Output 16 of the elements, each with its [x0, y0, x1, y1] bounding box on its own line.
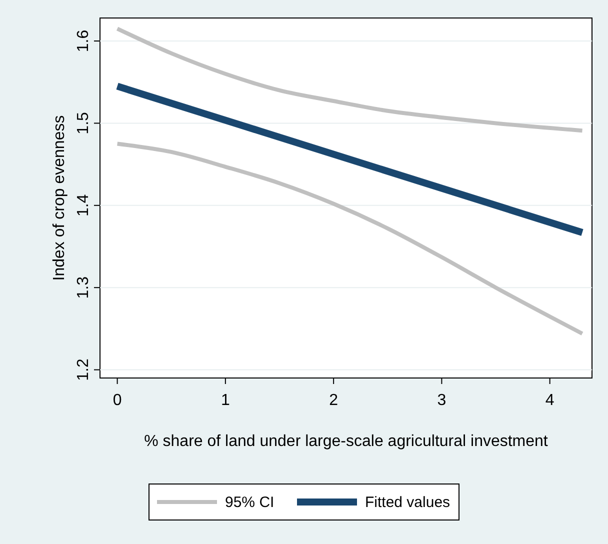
x-tick-label: 1: [220, 392, 230, 409]
line-series: [115, 142, 584, 336]
line-series: [115, 26, 584, 133]
y-axis-title: Index of crop evenness: [51, 115, 68, 281]
y-tick-label: 1.5: [75, 112, 92, 134]
x-tick-label: 2: [329, 392, 338, 409]
legend-label: 95% CI: [225, 494, 274, 511]
x-tick-label: 3: [437, 392, 446, 409]
y-tick-label: 1.6: [75, 30, 92, 52]
x-tick-label: 0: [112, 392, 122, 409]
x-tick-label: 4: [545, 392, 554, 409]
y-tick-label: 1.3: [75, 276, 92, 299]
legend-label: Fitted values: [365, 494, 450, 511]
x-axis-title: % share of land under large-scale agricultural investment: [144, 433, 548, 450]
y-tick-label: 1.4: [75, 194, 92, 217]
y-tick-label: 1.2: [75, 358, 92, 381]
